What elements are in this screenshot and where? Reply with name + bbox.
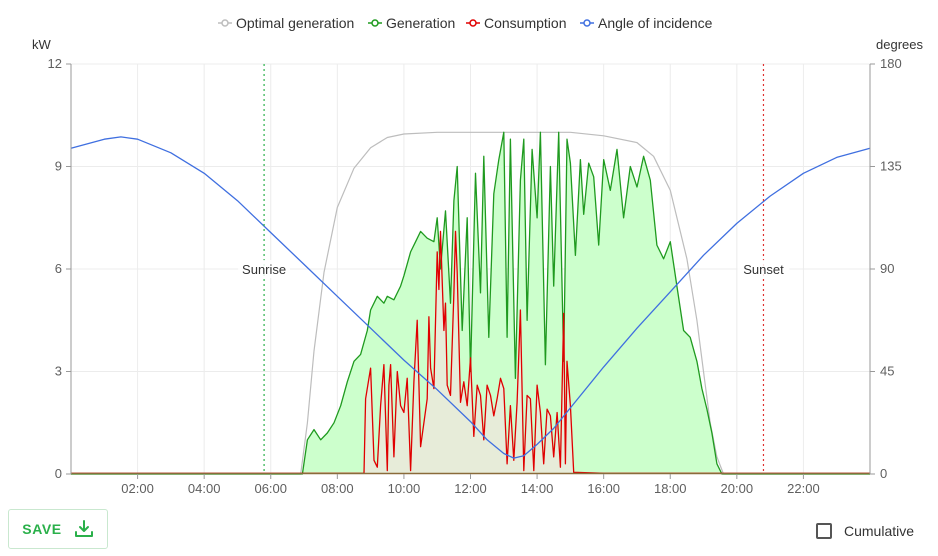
consumption-legend-marker — [469, 19, 477, 27]
x-tick-label: 10:00 — [388, 481, 421, 496]
y-left-tick-label: 0 — [55, 466, 62, 481]
legend: Optimal generation Generation Consumptio… — [218, 15, 713, 31]
y-right-axis-label: degrees — [876, 37, 923, 52]
download-icon — [74, 520, 93, 537]
cumulative-checkbox[interactable] — [816, 523, 832, 539]
save-button-label: SAVE — [22, 521, 62, 537]
legend-item-optimal-generation[interactable]: Optimal generation — [218, 15, 354, 31]
save-button[interactable]: SAVE — [8, 509, 108, 549]
series-fills — [71, 132, 870, 475]
angle-of-incidence-line — [70, 136, 871, 459]
legend-label-consumption: Consumption — [484, 15, 567, 31]
x-tick-label: 02:00 — [121, 481, 154, 496]
optimal-generation-line — [71, 131, 870, 475]
axes: 0 3 6 9 12 0 45 90 135 180 02:00 04:00 06:00 08:00 10:… — [48, 56, 902, 496]
generation-legend-marker — [371, 19, 379, 27]
legend-item-consumption[interactable]: Consumption — [466, 15, 567, 31]
y-left-tick-label: 3 — [55, 364, 62, 379]
consumption-area — [71, 231, 870, 474]
annotations: Sunrise Sunset — [238, 64, 790, 474]
consumption-line — [71, 230, 870, 474]
y-right-tick-label: 45 — [880, 364, 894, 379]
x-tick-label: 22:00 — [787, 481, 820, 496]
x-tick-label: 16:00 — [587, 481, 620, 496]
x-tick-label: 12:00 — [454, 481, 487, 496]
x-tick-label: 08:00 — [321, 481, 354, 496]
y-right-tick-label: 0 — [880, 466, 887, 481]
generation-line — [71, 131, 870, 475]
x-tick-label: 20:00 — [721, 481, 754, 496]
y-left-tick-label: 9 — [55, 159, 62, 174]
angle-legend-marker — [583, 19, 591, 27]
sunset-label: Sunset — [743, 262, 784, 277]
legend-item-generation[interactable]: Generation — [368, 15, 455, 31]
x-tick-label: 18:00 — [654, 481, 687, 496]
generation-area — [71, 132, 870, 475]
energy-chart: Optimal generation Generation Consumptio… — [32, 15, 923, 496]
sunset-label-bg — [737, 260, 790, 278]
legend-item-angle-of-incidence[interactable]: Angle of incidence — [580, 15, 713, 31]
cumulative-toggle[interactable]: Cumulative — [816, 523, 914, 539]
y-left-tick-label: 6 — [55, 261, 62, 276]
legend-label-angle-of-incidence: Angle of incidence — [598, 15, 713, 31]
x-tick-label: 04:00 — [188, 481, 221, 496]
x-tick-label: 06:00 — [254, 481, 287, 496]
sunrise-label-bg — [238, 260, 291, 278]
y-right-tick-label: 180 — [880, 56, 902, 71]
optimal-generation-legend-marker — [221, 19, 229, 27]
legend-label-optimal-generation: Optimal generation — [236, 15, 354, 31]
cumulative-label: Cumulative — [844, 523, 915, 539]
y-left-tick-label: 12 — [48, 56, 62, 71]
x-tick-label: 14:00 — [521, 481, 554, 496]
y-left-axis-label: kW — [32, 37, 52, 52]
legend-label-generation: Generation — [386, 15, 455, 31]
sunrise-label: Sunrise — [242, 262, 286, 277]
series-lines — [70, 131, 871, 475]
y-right-tick-label: 90 — [880, 261, 894, 276]
y-right-tick-label: 135 — [880, 159, 902, 174]
